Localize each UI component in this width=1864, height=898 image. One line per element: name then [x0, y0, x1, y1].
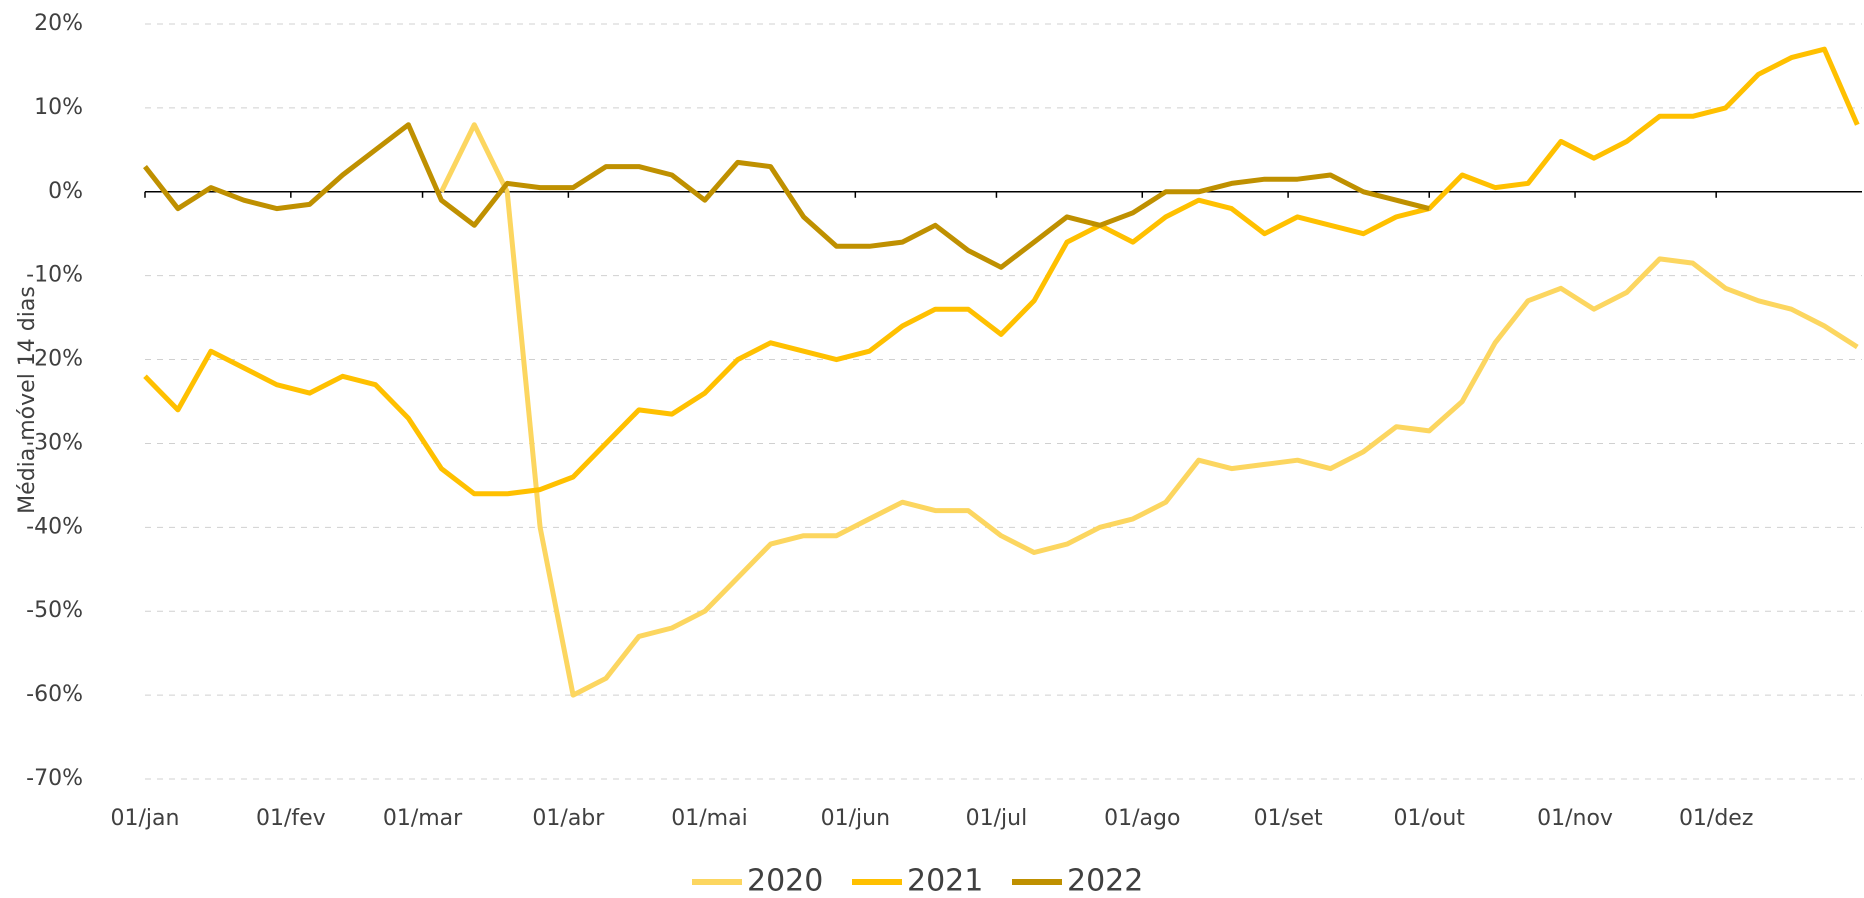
y-tick-label: -10%	[26, 263, 83, 288]
y-tick-label: -60%	[26, 682, 83, 707]
y-tick-label: -30%	[26, 430, 83, 455]
x-tick-label: 01/abr	[532, 806, 605, 831]
y-tick-label: -50%	[26, 598, 83, 623]
x-tick-label: 01/set	[1254, 806, 1323, 831]
y-tick-label: 10%	[34, 95, 83, 120]
x-tick-label: 01/out	[1394, 806, 1466, 831]
legend-label: 2022	[1067, 864, 1143, 898]
x-tick-label: 01/mar	[383, 806, 463, 831]
y-tick-label: -40%	[26, 514, 83, 539]
y-tick-label: 0%	[48, 179, 83, 204]
y-tick-label: -70%	[26, 766, 83, 791]
x-tick-label: 01/ago	[1104, 806, 1180, 831]
legend-label: 2020	[747, 864, 823, 898]
y-tick-label: -20%	[26, 347, 83, 372]
series-line	[143, 46, 1860, 497]
x-tick-label: 01/dez	[1679, 806, 1753, 831]
x-tick-label: 01/nov	[1537, 806, 1613, 831]
x-tick-label: 01/jul	[966, 806, 1028, 831]
x-tick-label: 01/jun	[821, 806, 890, 831]
x-tick-label: 01/mai	[671, 806, 747, 831]
y-axis-label: Média móvel 14 dias	[15, 286, 40, 514]
x-tick-label: 01/jan	[111, 806, 180, 831]
y-tick-label: 20%	[34, 11, 83, 36]
legend-label: 2021	[907, 864, 983, 898]
series-line	[439, 122, 1859, 698]
series-line	[143, 122, 1430, 270]
x-tick-label: 01/fev	[256, 806, 326, 831]
